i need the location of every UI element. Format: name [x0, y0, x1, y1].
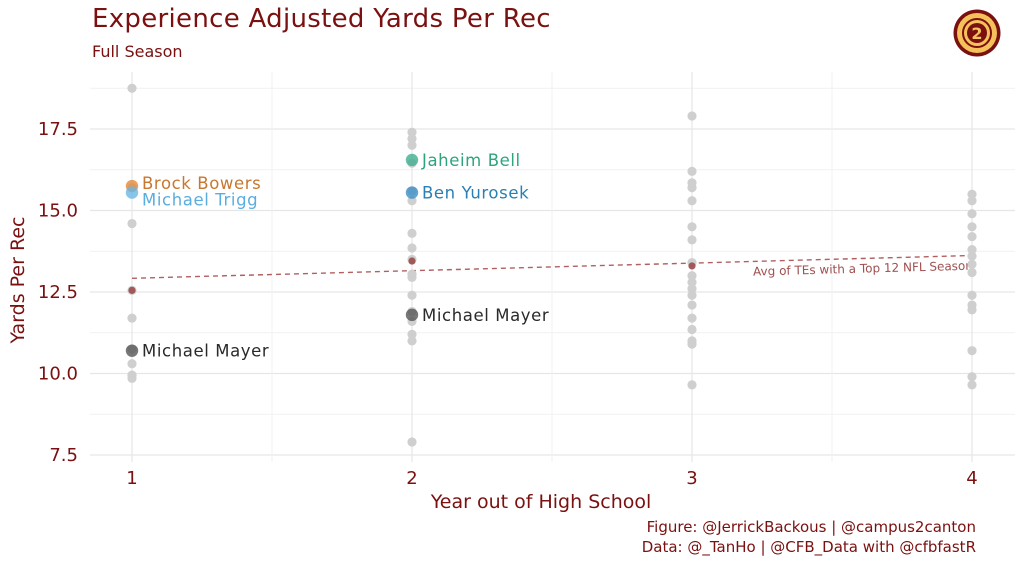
- chart-title: Experience Adjusted Yards Per Rec: [92, 4, 551, 34]
- data-point-32: [687, 235, 697, 245]
- highlight-point-4: [405, 186, 419, 199]
- top12-point-0: [128, 286, 136, 294]
- campus2canton-logo-icon: 2: [953, 9, 1001, 57]
- data-point-50: [967, 251, 977, 261]
- y-tick-label-2: 12.5: [38, 282, 78, 303]
- data-point-29: [687, 183, 697, 193]
- data-point-25: [407, 437, 417, 447]
- data-point-34: [687, 271, 697, 281]
- x-axis-title: Year out of High School: [430, 491, 652, 513]
- data-point-52: [967, 267, 977, 278]
- data-point-6: [127, 359, 137, 369]
- highlight-point-5: [405, 308, 419, 322]
- data-point-56: [967, 346, 977, 356]
- data-point-38: [687, 300, 697, 310]
- data-point-4: [127, 313, 137, 323]
- highlight-label-0: Brock Bowers: [142, 174, 261, 193]
- highlight-label-1: Michael Trigg: [142, 191, 258, 210]
- data-point-49: [967, 245, 977, 255]
- x-tick-label-2: 3: [686, 468, 697, 489]
- y-axis-title: Yards Per Rec: [7, 217, 29, 345]
- data-point-0: [127, 83, 137, 93]
- logo-text: 2: [971, 24, 982, 43]
- highlight-label-2: Michael Mayer: [142, 342, 269, 361]
- data-point-31: [687, 222, 697, 232]
- data-point-58: [967, 380, 977, 390]
- highlight-point-3: [405, 153, 419, 167]
- data-point-37: [687, 290, 697, 300]
- y-tick-label-1: 10.0: [38, 364, 78, 385]
- data-point-8: [127, 373, 137, 383]
- data-point-55: [967, 305, 977, 315]
- caption-data-credit: Data: @_TanHo | @CFB_Data with @cfbfastR: [641, 538, 976, 556]
- top12-points: [128, 257, 696, 294]
- y-tick-label-4: 17.5: [38, 119, 78, 140]
- highlight-label-5: Michael Mayer: [422, 306, 549, 325]
- data-point-20: [407, 290, 417, 300]
- x-tick-label-1: 2: [406, 468, 417, 489]
- data-point-36: [687, 284, 697, 294]
- data-point-39: [687, 313, 697, 323]
- data-point-16: [407, 243, 417, 253]
- grid: [90, 72, 1015, 462]
- data-point-11: [407, 140, 417, 150]
- y-tick-label-0: 7.5: [49, 445, 78, 466]
- highlight-point-2: [125, 344, 139, 357]
- data-point-19: [407, 272, 417, 282]
- trend-line-group: Avg of TEs with a Top 12 NFL Season: [131, 254, 973, 280]
- data-point-24: [407, 336, 417, 346]
- highlight-point-1: [125, 186, 139, 199]
- data-point-48: [967, 231, 977, 242]
- y-tick-label-3: 15.0: [38, 201, 78, 222]
- data-point-42: [687, 339, 697, 349]
- data-point-10: [407, 134, 417, 144]
- data-point-51: [967, 259, 977, 269]
- highlighted-points: [125, 153, 419, 357]
- data-point-14: [407, 196, 417, 206]
- x-tick-label-0: 1: [126, 468, 137, 489]
- top12-point-1: [408, 257, 416, 265]
- data-point-2: [127, 218, 137, 229]
- caption-figure-credit: Figure: @JerrickBackous | @campus2canton: [646, 518, 976, 536]
- data-point-57: [967, 372, 977, 382]
- data-point-53: [967, 290, 977, 300]
- data-point-23: [407, 329, 417, 339]
- x-tick-label-3: 4: [966, 468, 977, 489]
- highlight-label-4: Ben Yurosek: [422, 184, 529, 203]
- chart-subtitle: Full Season: [92, 42, 183, 61]
- data-point-45: [967, 196, 977, 206]
- data-point-44: [967, 189, 977, 199]
- top12-point-2: [688, 262, 696, 270]
- axis-ticks: 7.5 10.0 12.5 15.0 17.5 1 2 3 4: [38, 119, 978, 489]
- data-point-35: [687, 277, 697, 287]
- data-point-46: [967, 209, 977, 219]
- highlight-label-3: Jaheim Bell: [421, 151, 521, 170]
- trend-line-label: Avg of TEs with a Top 12 NFL Season: [753, 259, 973, 279]
- data-point-40: [687, 324, 697, 335]
- data-point-9: [407, 127, 417, 137]
- data-point-15: [407, 228, 417, 238]
- data-point-26: [687, 111, 697, 121]
- data-point-27: [687, 166, 697, 176]
- data-point-43: [687, 380, 697, 390]
- data-point-30: [687, 196, 697, 206]
- caption: Figure: @JerrickBackous | @campus2canton…: [642, 517, 976, 557]
- data-point-47: [967, 222, 977, 232]
